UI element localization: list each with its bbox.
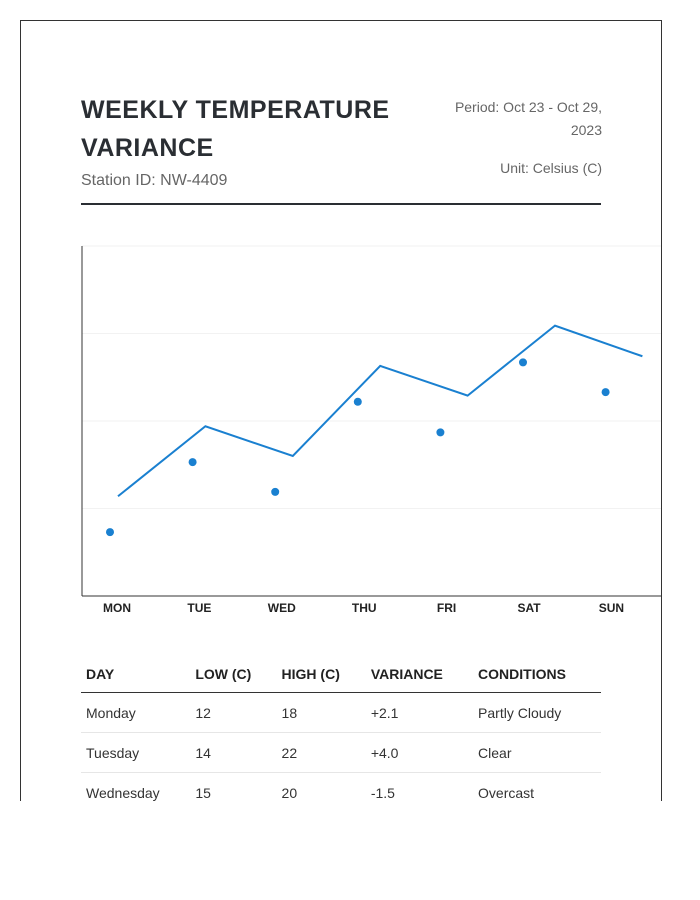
x-tick-label: SAT — [517, 601, 541, 615]
table-cell: 22 — [276, 732, 366, 773]
data-table: DAY LOW (C) HIGH (C) VARIANCE CONDITIONS Mon… — [81, 656, 601, 801]
report-card: WEEKLY TEMPERATURE VARIANCE Station ID: … — [20, 20, 662, 801]
x-tick-label: THU — [352, 601, 377, 615]
column-header: HIGH (C) — [276, 656, 366, 693]
report-meta: Period: Oct 23 - Oct 29, 2023 Unit: Cels… — [432, 96, 602, 180]
period: Period: Oct 23 - Oct 29, 2023 — [454, 99, 602, 138]
table-cell: 18 — [276, 692, 366, 733]
x-tick-label: SUN — [599, 601, 624, 615]
x-tick-label: WED — [268, 601, 296, 615]
table-body: Monday 12 18 +2.1 Partly Cloudy Tuesday 14 22 +4… — [81, 692, 601, 801]
table-cell: Tuesday — [81, 732, 191, 773]
x-tick-label: FRI — [437, 601, 456, 615]
x-tick-label: TUE — [187, 601, 211, 615]
chart: MON TUE WED THU FRI SAT SUN — [81, 245, 661, 615]
data-point — [106, 528, 114, 537]
table-cell: 15 — [190, 772, 277, 801]
table-cell: Overcast — [473, 772, 601, 801]
table-row: Monday 12 18 +2.1 Partly Cloudy — [81, 692, 601, 733]
table-header: DAY LOW (C) HIGH (C) VARIANCE CONDITIONS — [81, 656, 601, 693]
table-row: Tuesday 14 22 +4.0 Clear — [81, 732, 601, 773]
data-point — [271, 487, 280, 496]
column-header: DAY — [81, 656, 191, 693]
report-title: WEEKLY TEMPERATURE VARIANCE — [81, 96, 390, 162]
column-header: LOW (C) — [190, 656, 277, 693]
table-cell: Clear — [473, 732, 601, 773]
table-row: Wednesday 15 20 -1.5 Overcast — [81, 772, 601, 801]
table-cell: 12 — [190, 692, 277, 733]
data-point — [519, 358, 527, 367]
data-line — [117, 324, 643, 498]
station-id: Station ID: NW-4409 — [81, 172, 228, 189]
data-point — [188, 458, 197, 467]
column-header: CONDITIONS — [473, 656, 601, 693]
column-header: VARIANCE — [365, 656, 474, 693]
data-point — [601, 388, 610, 397]
data-point — [436, 428, 445, 437]
data-point — [353, 397, 362, 406]
table-cell: -1.5 — [365, 772, 474, 801]
table-cell: Monday — [81, 692, 191, 733]
table-cell: 14 — [190, 732, 277, 773]
table-cell: +4.0 — [365, 732, 474, 773]
table-cell: Partly Cloudy — [473, 692, 601, 733]
table-cell: 20 — [276, 772, 366, 801]
x-tick-label: MON — [103, 601, 131, 615]
unit: Unit: Celsius (C) — [500, 160, 602, 176]
table-cell: Wednesday — [81, 772, 191, 801]
divider — [81, 203, 601, 205]
table-cell: +2.1 — [365, 692, 474, 733]
